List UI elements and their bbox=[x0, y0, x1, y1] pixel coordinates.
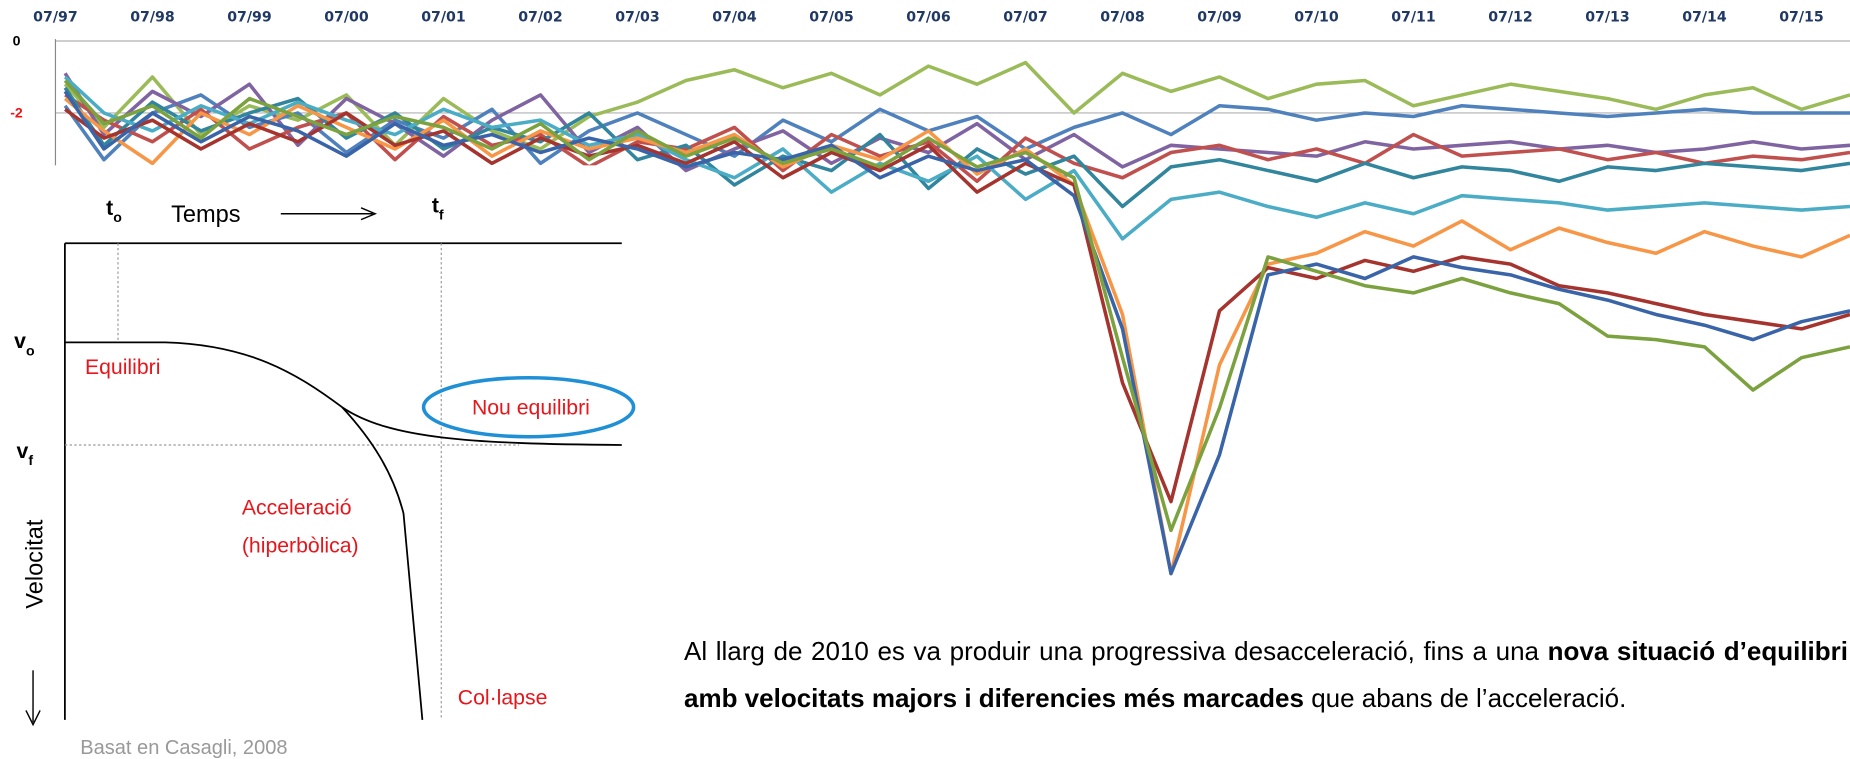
t-end-sub: f bbox=[439, 207, 444, 223]
x-tick-label: 07/98 bbox=[130, 9, 175, 25]
paragraph-text: que abans de l’acceleració. bbox=[1303, 683, 1627, 713]
highlight-ellipse bbox=[421, 375, 636, 439]
v-start-sub: o bbox=[26, 342, 35, 358]
series-line bbox=[63, 72, 1850, 173]
phase-label: Equilibri bbox=[85, 356, 160, 379]
x-tick-label: 07/06 bbox=[906, 9, 951, 25]
series-line bbox=[63, 79, 1850, 533]
series-line bbox=[64, 107, 1850, 504]
t-end: tf bbox=[432, 195, 444, 223]
velocity-label: Velocitat bbox=[21, 519, 47, 609]
v-end: vf bbox=[17, 440, 34, 468]
t-start: to bbox=[106, 197, 122, 225]
x-tick-label: 07/05 bbox=[809, 9, 854, 25]
phase-label: Nou equilibri bbox=[472, 396, 590, 419]
x-tick-label: 07/03 bbox=[615, 9, 660, 25]
x-tick-label: 07/15 bbox=[1779, 9, 1824, 25]
x-tick-label: 07/09 bbox=[1197, 9, 1242, 25]
time-arrow-head bbox=[360, 207, 378, 221]
x-tick-label: 07/01 bbox=[421, 9, 466, 25]
diagram-background bbox=[0, 165, 673, 759]
source: Basat en Casagli, 2008 bbox=[80, 737, 287, 759]
velocity-arrow-head bbox=[25, 710, 41, 727]
time-label: Temps bbox=[171, 201, 240, 227]
y-tick-label: 0 bbox=[13, 33, 21, 49]
x-tick-label: 07/11 bbox=[1391, 9, 1436, 25]
phase-label: Col·lapse bbox=[458, 687, 548, 710]
phase-label: Acceleració bbox=[242, 497, 352, 520]
diagram: to Temps tf vo vf Equilibri Nou equilibr… bbox=[14, 195, 636, 759]
t-start-main: t bbox=[106, 197, 113, 220]
paragraph-text: Al llarg de 2010 es va produir una progr… bbox=[684, 636, 1548, 666]
x-tick-label: 07/13 bbox=[1585, 9, 1630, 25]
x-tick-label: 07/08 bbox=[1100, 9, 1145, 25]
paragraph: Al llarg de 2010 es va produir una progr… bbox=[684, 628, 1848, 759]
x-tick-label: 07/02 bbox=[518, 9, 563, 25]
v-start-main: v bbox=[14, 330, 26, 353]
v-end-sub: f bbox=[28, 452, 33, 468]
x-tick-label: 07/14 bbox=[1682, 9, 1727, 25]
y-tick-label: -2 bbox=[10, 105, 23, 121]
t-start-sub: o bbox=[113, 209, 122, 225]
paragraph-bold: nova situació d’equilibri amb velocitats… bbox=[684, 636, 1848, 713]
x-tick-label: 07/99 bbox=[227, 9, 272, 25]
t-end-main: t bbox=[432, 195, 439, 218]
series-line bbox=[63, 93, 1850, 166]
acceleration-curve bbox=[341, 406, 424, 720]
x-tick-label: 07/00 bbox=[324, 9, 369, 25]
x-tick-label: 07/12 bbox=[1488, 9, 1533, 25]
x-tick-label: 07/97 bbox=[33, 9, 78, 25]
x-tick-label: 07/10 bbox=[1294, 9, 1339, 25]
v-end-main: v bbox=[17, 440, 29, 463]
x-tick-label: 07/04 bbox=[712, 9, 757, 25]
x-tick-label: 07/07 bbox=[1003, 9, 1048, 25]
plot-lines bbox=[63, 60, 1850, 576]
line-chart: 0 -2 07/97 07/98 07/99 07/00 07/01 07/02 07/03 07… bbox=[10, 9, 1850, 576]
phase-label: (hiperbòlica) bbox=[242, 534, 359, 557]
v-start: vo bbox=[14, 330, 35, 358]
series-line bbox=[63, 90, 1850, 576]
